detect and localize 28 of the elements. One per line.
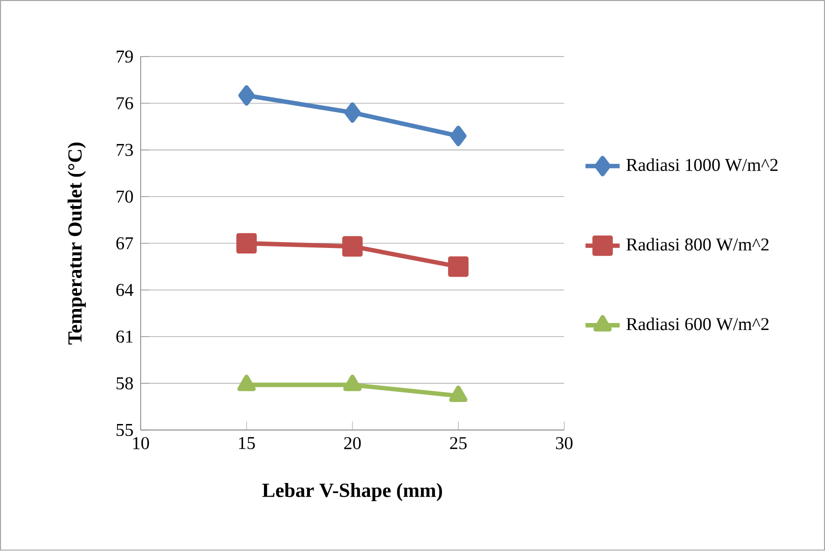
legend-label: Radiasi 600 W/m^2 — [626, 318, 769, 330]
point — [236, 233, 257, 254]
point — [450, 126, 467, 146]
y-tick-label: 73 — [116, 144, 133, 156]
legend-label: Radiasi 1000 W/m^2 — [626, 158, 778, 172]
legend-label: Radiasi 800 W/m^2 — [626, 238, 769, 251]
y-tick-label: 64 — [116, 284, 134, 296]
y-tick-label: 58 — [116, 377, 133, 390]
x-axis-title: Lebar V-Shape (mm) — [262, 483, 442, 502]
x-tick-label: 30 — [556, 437, 573, 450]
point — [342, 236, 363, 257]
y-tick-label: 70 — [116, 190, 133, 203]
y-tick-label: 79 — [116, 50, 133, 63]
y-tick-label: 55 — [116, 424, 133, 436]
y-axis-title: Temperatur Outlet (°C) — [68, 142, 86, 345]
point — [449, 386, 468, 402]
point — [238, 85, 255, 106]
point — [343, 374, 362, 392]
x-tick-label: 15 — [239, 437, 255, 450]
y-tick-label: 61 — [116, 330, 133, 343]
point — [344, 102, 361, 123]
point — [237, 374, 256, 392]
x-tick-label: 10 — [133, 437, 149, 450]
y-tick-label: 67 — [116, 237, 134, 250]
point — [448, 256, 469, 278]
x-tick-label: 25 — [450, 437, 467, 450]
y-tick-label: 76 — [116, 97, 134, 110]
x-tick-label: 20 — [344, 437, 361, 450]
